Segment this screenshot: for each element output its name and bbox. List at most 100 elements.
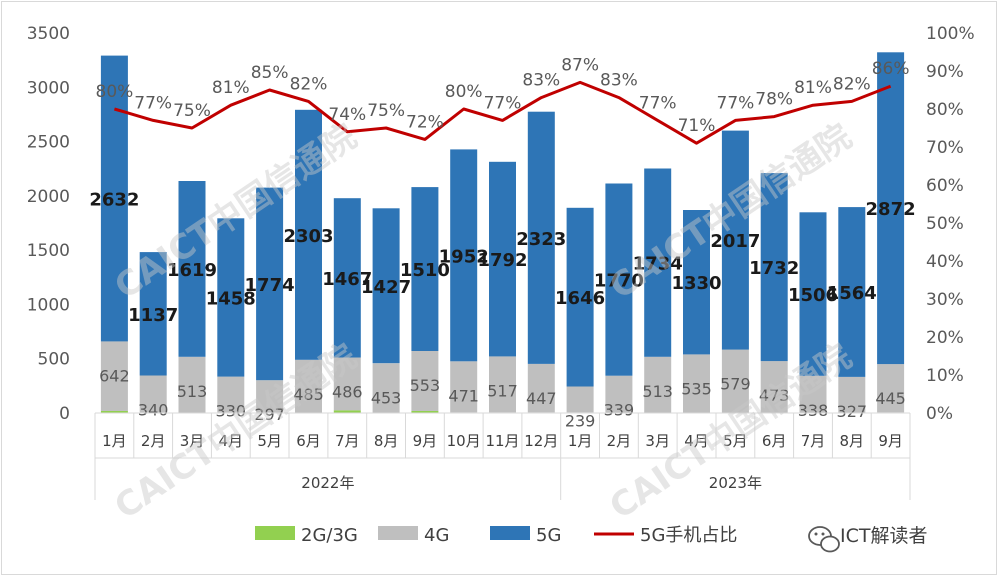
y-left-tick: 2000 — [27, 187, 70, 207]
x-tick-label: 3月 — [645, 432, 670, 450]
x-tick-label: 1月 — [568, 432, 593, 450]
label-4g: 330 — [216, 402, 247, 421]
bar-5g — [295, 109, 322, 360]
bar-4g — [644, 356, 672, 413]
label-5g: 1506 — [788, 285, 838, 306]
label-4g: 513 — [177, 382, 208, 401]
label-5g: 2323 — [516, 229, 566, 250]
x-group-label: 2022年 — [301, 474, 354, 492]
y-right-tick: 0% — [926, 404, 953, 424]
label-share: 74% — [328, 105, 366, 125]
bar-4g — [333, 357, 361, 411]
label-4g: 447 — [526, 389, 557, 408]
bar-5g — [100, 55, 128, 342]
y-left-tick: 0 — [59, 404, 70, 424]
label-5g: 1619 — [167, 260, 217, 281]
label-4g: 517 — [487, 381, 518, 400]
label-5g: 1792 — [477, 250, 527, 271]
bar-5g — [877, 52, 905, 365]
bar-4g — [372, 363, 400, 413]
bar-4g — [489, 356, 516, 413]
x-tick-label: 2月 — [607, 432, 632, 450]
y-left-tick: 1500 — [27, 241, 70, 261]
legend-swatch — [490, 526, 530, 540]
legend-label: 4G — [424, 525, 449, 546]
label-4g: 579 — [720, 375, 751, 394]
legend-label: 2G/3G — [301, 525, 358, 546]
legend: 2G/3G 4G 5G 5G手机占比 — [255, 525, 737, 546]
y-right-tick: 40% — [926, 252, 964, 272]
bar-5g — [411, 187, 439, 351]
bar-4g — [799, 375, 827, 413]
label-share: 85% — [251, 63, 289, 83]
label-share: 81% — [212, 78, 250, 98]
label-share: 71% — [678, 116, 716, 136]
x-tick-label: 6月 — [762, 432, 787, 450]
bar-layer — [100, 52, 905, 413]
bar-4g — [683, 354, 710, 413]
brand-logo: ICT解读者 — [808, 525, 927, 553]
bar-4g — [295, 359, 322, 413]
label-share: 83% — [600, 71, 638, 91]
x-tick-label: 1月 — [102, 432, 127, 450]
x-tick-label: 2月 — [141, 432, 166, 450]
bar-5g — [799, 212, 827, 376]
label-5g: 1770 — [594, 271, 644, 292]
label-4g: 473 — [759, 386, 790, 405]
label-5g: 1467 — [322, 269, 372, 290]
x-tick-label: 9月 — [878, 432, 903, 450]
bar-5g — [605, 183, 633, 376]
label-share: 77% — [639, 93, 677, 113]
label-5g: 1427 — [361, 277, 411, 298]
label-5g: 1774 — [245, 275, 295, 296]
label-5g: 1137 — [128, 305, 178, 326]
bar-5g — [178, 181, 206, 357]
label-5g: 1952 — [439, 246, 489, 267]
label-share: 80% — [96, 82, 134, 102]
axis-layer: 0 500 1000 1500 2000 2500 3000 3500 0% 10% 20% 30% 4… — [27, 24, 975, 500]
bar-5g — [333, 198, 361, 358]
bar-5g — [139, 252, 167, 376]
x-tick-label: 8月 — [374, 432, 399, 450]
label-4g: 471 — [448, 386, 479, 405]
label-4g: 535 — [681, 379, 712, 398]
share-line-layer — [113, 80, 892, 145]
label-4g: 338 — [798, 401, 829, 420]
y-right-tick: 80% — [926, 100, 964, 120]
bar-4g — [838, 377, 866, 413]
bar-4g — [411, 351, 439, 411]
label-share: 81% — [794, 78, 832, 98]
label-4g: 642 — [99, 366, 130, 385]
legend-swatch — [255, 526, 295, 540]
x-tick-label: 9月 — [413, 432, 438, 450]
bar-5g — [372, 208, 400, 364]
bar-5g — [566, 207, 594, 387]
bar-4g — [139, 375, 167, 413]
data-label-layer: 642 2632 80% 340 1137 77% 513 1619 75% 330 1458 81%… — [89, 55, 915, 430]
bar-2g3g — [411, 411, 439, 413]
label-share: 78% — [755, 90, 793, 110]
y-right-tick: 90% — [926, 62, 964, 82]
bar-5g — [450, 149, 478, 362]
y-right-tick: 70% — [926, 138, 964, 158]
y-right-tick: 50% — [926, 214, 964, 234]
bar-4g — [566, 386, 594, 413]
bar-5g — [256, 187, 284, 381]
y-right-tick: 60% — [926, 176, 964, 196]
label-share: 83% — [522, 71, 560, 91]
x-tick-label: 4月 — [684, 432, 709, 450]
x-tick-label: 11月 — [485, 432, 519, 450]
label-5g: 2632 — [89, 190, 139, 211]
x-tick-label: 10月 — [447, 432, 481, 450]
label-5g: 2872 — [866, 199, 916, 220]
x-tick-label: 8月 — [840, 432, 865, 450]
label-4g: 486 — [332, 383, 363, 402]
label-5g: 2303 — [283, 226, 333, 247]
x-tick-label: 7月 — [335, 432, 360, 450]
label-share: 75% — [173, 101, 211, 121]
x-tick-label: 4月 — [219, 432, 244, 450]
label-share: 77% — [717, 93, 755, 113]
bar-2g3g — [333, 410, 361, 413]
share-line — [113, 80, 892, 145]
